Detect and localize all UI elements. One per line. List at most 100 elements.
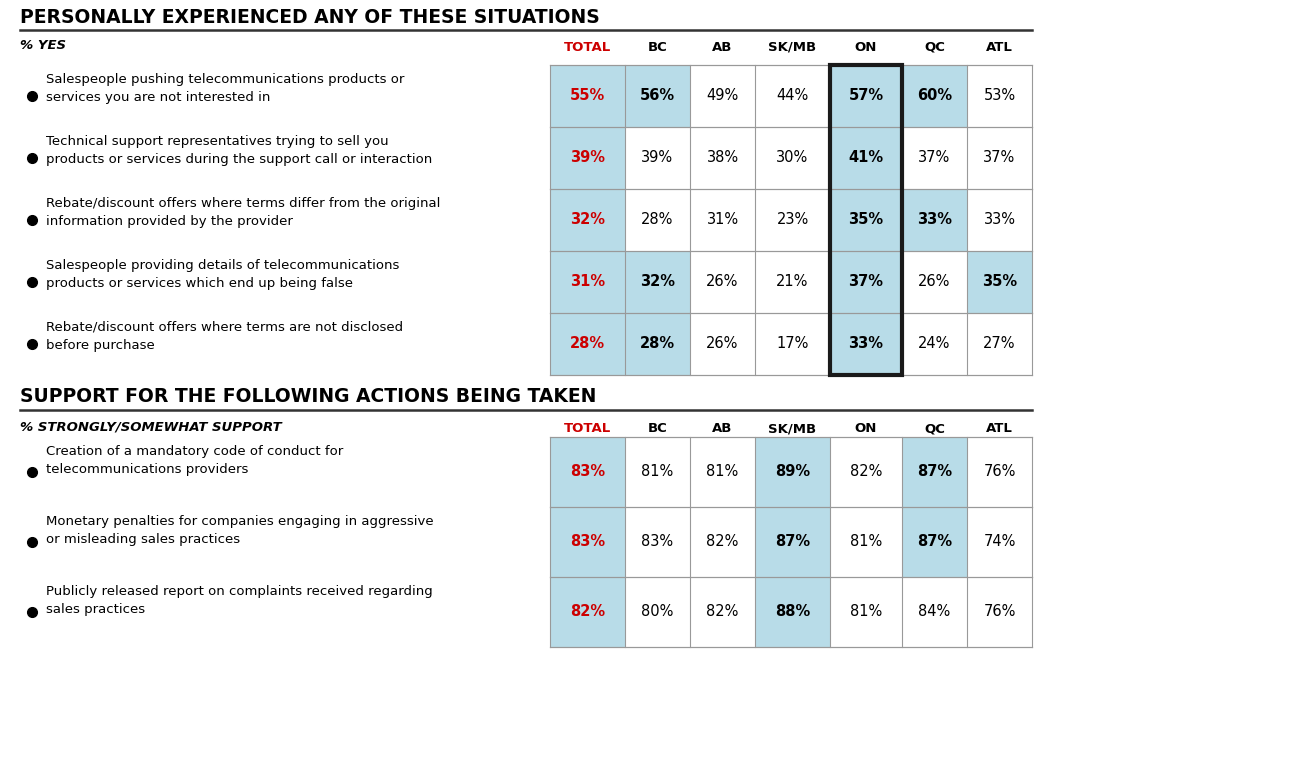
Bar [550, 313, 625, 375]
Text: 82%: 82% [707, 535, 738, 549]
Text: 30%: 30% [776, 150, 808, 166]
Bar [831, 251, 902, 313]
Bar [550, 577, 625, 647]
Bar [550, 507, 625, 577]
Text: Rebate/discount offers where terms differ from the original
information provided: Rebate/discount offers where terms diffe… [46, 197, 441, 227]
Bar [968, 189, 1031, 251]
Text: Salespeople providing details of telecommunications
products or services which e: Salespeople providing details of telecom… [46, 259, 399, 289]
Bar [755, 127, 831, 189]
Text: 41%: 41% [849, 150, 884, 166]
Text: 35%: 35% [982, 275, 1017, 289]
Text: 83%: 83% [642, 535, 674, 549]
Text: SK/MB: SK/MB [768, 41, 816, 54]
Text: 82%: 82% [850, 465, 883, 479]
Bar [690, 507, 755, 577]
Text: 81%: 81% [642, 465, 674, 479]
Bar [625, 65, 690, 127]
Text: QC: QC [925, 422, 945, 435]
Text: 32%: 32% [640, 275, 675, 289]
Text: ON: ON [855, 422, 878, 435]
Text: TOTAL: TOTAL [563, 41, 612, 54]
Bar [690, 65, 755, 127]
Text: 26%: 26% [918, 275, 951, 289]
Bar [625, 127, 690, 189]
Bar [902, 127, 968, 189]
Bar [968, 577, 1031, 647]
Bar [755, 189, 831, 251]
Text: 57%: 57% [849, 89, 884, 104]
Bar [902, 65, 968, 127]
Bar [625, 507, 690, 577]
Text: QC: QC [925, 41, 945, 54]
Text: 81%: 81% [850, 604, 882, 620]
Bar [625, 189, 690, 251]
Text: 80%: 80% [642, 604, 674, 620]
Bar [968, 127, 1031, 189]
Text: BC: BC [648, 41, 668, 54]
Text: 38%: 38% [707, 150, 738, 166]
Text: SUPPORT FOR THE FOLLOWING ACTIONS BEING TAKEN: SUPPORT FOR THE FOLLOWING ACTIONS BEING … [20, 387, 596, 406]
Bar [902, 577, 968, 647]
Bar [755, 313, 831, 375]
Bar [690, 251, 755, 313]
Text: 74%: 74% [983, 535, 1016, 549]
Text: 83%: 83% [570, 465, 605, 479]
Text: 81%: 81% [850, 535, 882, 549]
Bar [831, 437, 902, 507]
Text: 32%: 32% [570, 213, 605, 227]
Bar [902, 313, 968, 375]
Text: 37%: 37% [983, 150, 1016, 166]
Text: 87%: 87% [917, 535, 952, 549]
Bar [831, 313, 902, 375]
Text: 84%: 84% [918, 604, 951, 620]
Text: 60%: 60% [917, 89, 952, 104]
Text: 27%: 27% [983, 336, 1016, 352]
Text: Creation of a mandatory code of conduct for
telecommunications providers: Creation of a mandatory code of conduct … [46, 445, 343, 475]
Text: 76%: 76% [983, 604, 1016, 620]
Bar [831, 577, 902, 647]
Bar [968, 65, 1031, 127]
Text: 37%: 37% [918, 150, 951, 166]
Text: 76%: 76% [983, 465, 1016, 479]
Text: 31%: 31% [707, 213, 738, 227]
Text: 87%: 87% [775, 535, 810, 549]
Bar [902, 251, 968, 313]
Text: 26%: 26% [707, 336, 738, 352]
Bar [831, 127, 902, 189]
Text: 81%: 81% [707, 465, 738, 479]
Text: 39%: 39% [570, 150, 605, 166]
Bar [550, 65, 625, 127]
Text: 35%: 35% [849, 213, 884, 227]
Text: 82%: 82% [570, 604, 605, 620]
Text: 56%: 56% [640, 89, 675, 104]
Bar [755, 251, 831, 313]
Text: ATL: ATL [986, 41, 1013, 54]
Text: 87%: 87% [917, 465, 952, 479]
Bar [625, 437, 690, 507]
Text: 33%: 33% [917, 213, 952, 227]
Text: 89%: 89% [775, 465, 810, 479]
Text: 31%: 31% [570, 275, 605, 289]
Bar [968, 251, 1031, 313]
Bar [625, 313, 690, 375]
Text: % STRONGLY/SOMEWHAT SUPPORT: % STRONGLY/SOMEWHAT SUPPORT [20, 420, 282, 433]
Text: Publicly released report on complaints received regarding
sales practices: Publicly released report on complaints r… [46, 585, 433, 616]
Text: 83%: 83% [570, 535, 605, 549]
Bar [755, 507, 831, 577]
Text: 21%: 21% [776, 275, 808, 289]
Text: 33%: 33% [983, 213, 1016, 227]
Bar [550, 437, 625, 507]
Bar [831, 65, 902, 127]
Bar [625, 577, 690, 647]
Bar [831, 189, 902, 251]
Bar [755, 577, 831, 647]
Bar [550, 127, 625, 189]
Text: 28%: 28% [642, 213, 674, 227]
Text: 53%: 53% [983, 89, 1016, 104]
Text: 28%: 28% [570, 336, 605, 352]
Text: Salespeople pushing telecommunications products or
services you are not interest: Salespeople pushing telecommunications p… [46, 73, 404, 104]
Text: SK/MB: SK/MB [768, 422, 816, 435]
Text: 39%: 39% [642, 150, 674, 166]
Bar [902, 507, 968, 577]
Bar [968, 313, 1031, 375]
